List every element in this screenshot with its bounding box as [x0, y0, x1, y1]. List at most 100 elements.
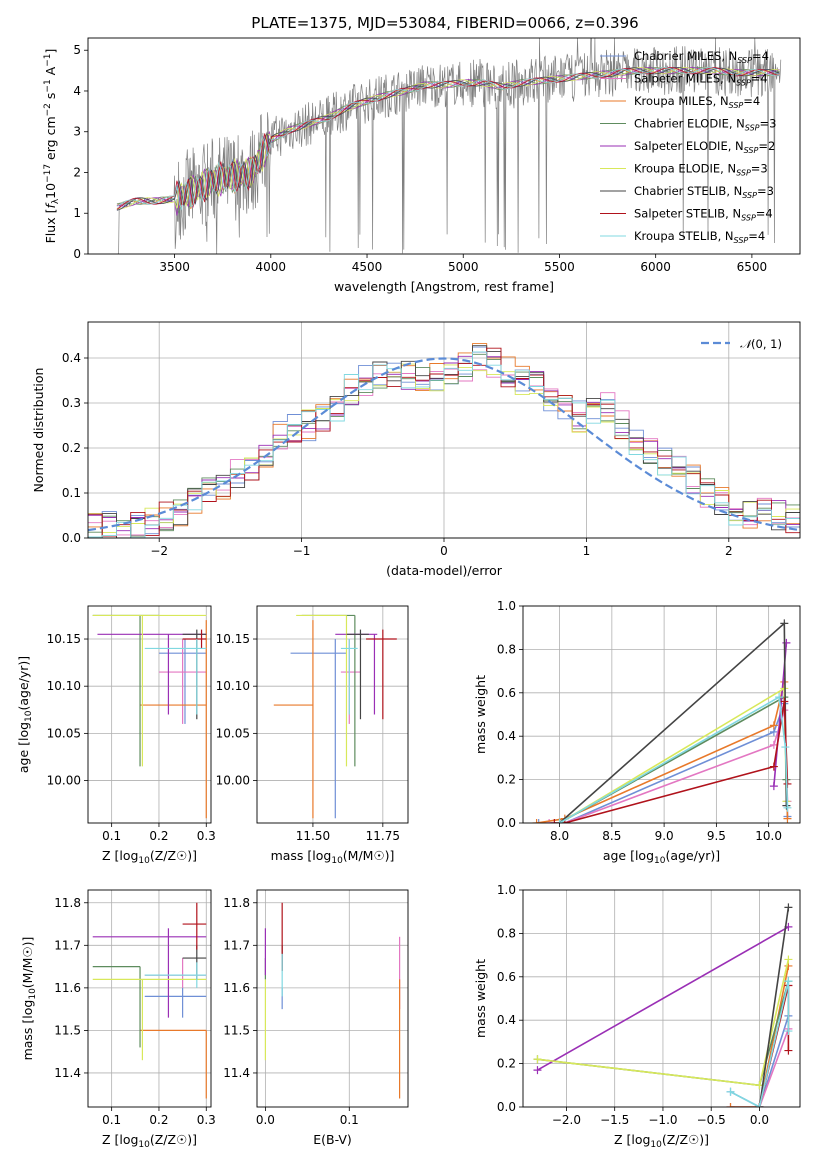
x-label-part: (M/M☉)] [343, 848, 395, 863]
weight-marker-kroupa_elodie [784, 955, 793, 964]
y-tick-label: 11.4 [54, 1066, 81, 1080]
y-tick-label: 0.8 [497, 926, 516, 940]
y-label-part: ] [43, 49, 58, 54]
y-tick-label: 10.15 [216, 632, 250, 646]
x-axis-label: Z [log10(Z/Z☉)] [102, 1132, 197, 1150]
x-tick-label: 0.1 [102, 829, 121, 843]
weight-line-kroupa_stelib [730, 980, 790, 1107]
y-tick-label: 0.3 [62, 396, 81, 410]
y-axis-label: mass weight [473, 959, 488, 1038]
weight-marker-salpeter_stelib [780, 697, 789, 706]
grid [88, 890, 211, 1107]
y-tick-label: 2 [73, 165, 81, 179]
y-label-part: (M/M☉)] [20, 937, 35, 989]
x-axis-label: wavelength [Angstrom, rest frame] [334, 279, 554, 294]
model-spectrum-kroupa_elodie [116, 66, 780, 209]
x-label-sub: 10 [138, 856, 150, 866]
legend-name: Chabrier ELODIE, N [634, 117, 745, 131]
grid [523, 605, 800, 824]
model-spectrum-salpeter_stelib [116, 67, 780, 210]
y-tick-label: 11.7 [223, 938, 250, 952]
legend-name: Salpeter ELODIE, N [634, 139, 744, 153]
legend-name: Salpeter MILES, N [634, 72, 736, 86]
x-label-sub: 10 [650, 1140, 662, 1150]
weight-marker-chabrier_stelib [782, 801, 791, 810]
legend-label: Kroupa STELIB, NSSP=4 [634, 229, 765, 245]
x-tick-label: 9.5 [707, 829, 726, 843]
grid [257, 890, 408, 1107]
x-tick-label: 5000 [448, 260, 479, 274]
weight-line-kroupa_miles [536, 681, 789, 823]
weight-marker-salpeter_elodie [782, 638, 791, 647]
weight-marker-kroupa_stelib [775, 693, 784, 702]
y-tick-label: 11.8 [223, 896, 250, 910]
y-tick-label: 0.2 [497, 773, 516, 787]
mass-vs-metallicity-panel: 0.1 0.2 0.311.411.511.611.711.8Z [log10(Z/… [20, 889, 216, 1150]
weight-marker-kroupa_stelib [784, 1027, 793, 1036]
x-tick-label: 0.0 [750, 1113, 769, 1127]
axes-frame [256, 605, 409, 824]
y-tick-label: 1 [73, 206, 81, 220]
x-label-part: Z [log [102, 848, 138, 863]
legend-name: Kroupa MILES, N [634, 94, 729, 108]
axes-frame [87, 605, 212, 824]
axes-frame [87, 321, 801, 539]
x-label-sub: 10 [138, 1140, 150, 1150]
y-label-part: erg cm [43, 116, 58, 164]
y-tick-label: 0.4 [62, 351, 81, 365]
y-tick-label: 10.00 [47, 774, 81, 788]
weight-marker-kroupa_miles [769, 721, 778, 730]
x-tick-label: 0.3 [197, 1113, 216, 1127]
legend-label: Salpeter ELODIE, NSSP=2 [634, 139, 775, 155]
legend-value: =2 [758, 139, 775, 153]
x-label-part: (Z/Z☉)] [150, 848, 197, 863]
legend-name: Kroupa ELODIE, N [634, 162, 736, 176]
legend-sub: SSP [736, 79, 751, 88]
legend-sub: SSP [734, 236, 749, 245]
legend-name: Chabrier MILES, N [634, 49, 737, 63]
x-tick-label: 3500 [159, 260, 190, 274]
weight-marker-salpeter_elodie [769, 782, 778, 791]
x-label-part: (Z/Z☉)] [150, 1132, 197, 1147]
x-tick-label: 6500 [737, 260, 768, 274]
y-label-part: s [43, 93, 58, 104]
x-tick-label: −1.5 [600, 1113, 629, 1127]
y-tick-label: 0 [73, 247, 81, 261]
axes-frame [87, 37, 801, 255]
mass-vs-ebv-panel: 0.0 0.1 11.4 11.5 11.6 11.7 11.8 E(B-V) [223, 889, 409, 1147]
x-axis-label: E(B-V) [313, 1132, 352, 1147]
y-axis-label: mass [log10(M/M☉)] [20, 937, 38, 1061]
y-label-part: −1 [43, 53, 53, 66]
axes-frame [256, 889, 409, 1108]
weight-marker-salpeter_miles [769, 740, 778, 749]
legend-label: 𝒩(0, 1) [740, 337, 782, 351]
legend-value: =4 [756, 207, 773, 221]
y-label-part: age [log [16, 722, 31, 773]
legend-value: =3 [751, 162, 768, 176]
weight-line-salpeter_elodie [537, 926, 789, 1071]
y-tick-label: 11.5 [223, 1023, 250, 1037]
x-tick-label: 0.3 [197, 829, 216, 843]
y-tick-label: 0.4 [497, 729, 516, 743]
x-tick-label: 9.0 [655, 829, 674, 843]
x-tick-label: 1 [583, 544, 591, 558]
x-label-part: (age/yr)] [665, 848, 720, 863]
x-axis-label: (data-model)/error [386, 563, 503, 578]
legend-value: =4 [752, 49, 769, 63]
plot-area [88, 343, 800, 538]
x-axis-label: Z [log10(Z/Z☉)] [102, 848, 197, 866]
x-tick-label: 6000 [640, 260, 671, 274]
y-tick-label: 0.8 [497, 642, 516, 656]
y-tick-label: 11.5 [54, 1023, 81, 1037]
x-label-part: age [log [603, 848, 654, 863]
model-spectrum-chabrier_stelib [116, 67, 780, 211]
legend-label: Chabrier MILES, NSSP=4 [634, 49, 769, 65]
plot-area [116, 38, 782, 254]
y-tick-label: 11.6 [223, 981, 250, 995]
weight-marker-chabrier_miles [534, 819, 543, 823]
y-axis-label: Normed distribution [31, 368, 46, 493]
residuals-panel: −2 −1 0 1 2 0.0 0.1 0.2 0.3 0.4 (data-model)/error… [31, 321, 801, 578]
histogram-kroupa_stelib [88, 351, 800, 538]
x-label-sub: 10 [331, 856, 343, 866]
